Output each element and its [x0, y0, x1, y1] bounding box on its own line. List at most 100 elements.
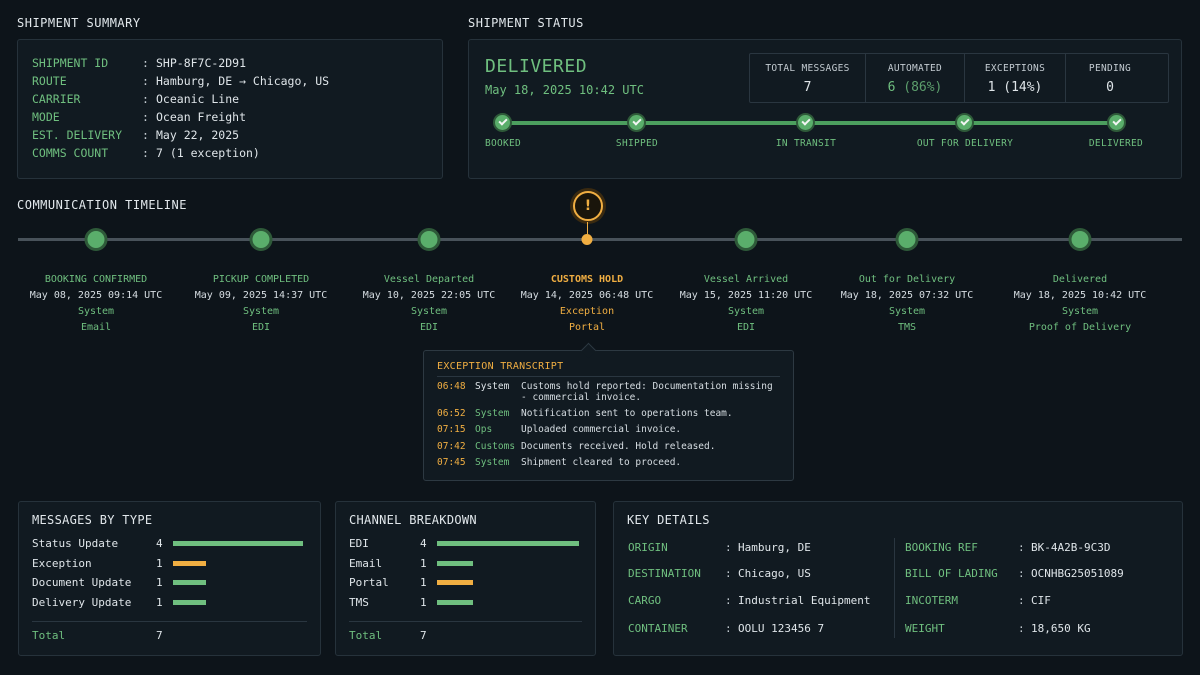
bar-row: Delivery Update 1 [32, 596, 312, 610]
stat-value: 0 [1106, 80, 1114, 95]
event-channel: EDI [419, 322, 439, 333]
bar-label: Document Update [32, 576, 132, 589]
message-stats: TOTAL MESSAGES 7 AUTOMATED 6 (86%) EXCEP… [749, 53, 1169, 103]
entry-message: Uploaded commercial invoice. [521, 424, 682, 435]
shipment-summary-panel: SHIPMENT ID : SHP-8F7C-2D91 ROUTE : Hamb… [17, 39, 443, 179]
detail-key: CARGO [628, 594, 662, 607]
detail-key: CONTAINER [628, 622, 688, 635]
timeline-node-booking[interactable] [84, 228, 108, 251]
bar-count: 1 [420, 595, 427, 609]
bar-count: 1 [156, 556, 163, 570]
detail-key: DESTINATION [628, 567, 701, 580]
bar-row: EDI 4 [349, 537, 629, 551]
event-time: May 15, 2025 11:20 UTC [679, 290, 813, 301]
timeline-node-departed[interactable] [417, 228, 441, 251]
timeline-node-out-for-delivery[interactable] [895, 228, 919, 251]
detail-value: CIF [1031, 594, 1051, 607]
stat-total-messages: TOTAL MESSAGES 7 [750, 54, 865, 102]
messages-by-type-panel: MESSAGES BY TYPE Status Update 4 Exception… [18, 501, 321, 656]
warning-connector [587, 222, 588, 234]
bar-fill [173, 599, 206, 605]
event-time: May 09, 2025 14:37 UTC [194, 290, 328, 301]
stat-label: EXCEPTIONS [984, 63, 1046, 74]
bar-label: Exception [32, 556, 92, 570]
shipment-summary-title: SHIPMENT SUMMARY [17, 16, 141, 30]
event-title: Vessel Arrived [703, 274, 789, 285]
key-details-title: KEY DETAILS [627, 513, 710, 527]
event-source: System [242, 306, 280, 317]
stat-label: TOTAL MESSAGES [765, 63, 850, 74]
detail-value: OCNHBG25051089 [1031, 567, 1124, 580]
channel-breakdown-title: CHANNEL BREAKDOWN [349, 513, 477, 527]
key-details-divider [894, 538, 895, 638]
detail-separator: : [1018, 594, 1025, 607]
bar-fill [173, 560, 206, 566]
communication-timeline-title: COMMUNICATION TIMELINE [17, 198, 187, 212]
detail-key: BOOKING REF [905, 541, 978, 554]
est-delivery-value: May 22, 2025 [156, 128, 240, 142]
timeline-node-delivered[interactable] [1068, 228, 1092, 251]
stat-value: 6 (86%) [866, 80, 964, 95]
comms-count-value: 7 (1 exception) [156, 146, 260, 160]
detail-value: Industrial Equipment [738, 594, 871, 607]
total-divider [349, 621, 582, 622]
stat-label: AUTOMATED [887, 63, 943, 74]
detail-value: Hamburg, DE [738, 541, 811, 554]
summary-separator: : [142, 110, 149, 124]
bar-count: 1 [420, 556, 427, 570]
total-label: Total [349, 629, 383, 642]
timeline-node-pickup[interactable] [249, 228, 273, 251]
stat-divider [1065, 54, 1066, 102]
bar-label: Email [349, 556, 383, 570]
stage-label-shipped: SHIPPED [615, 138, 659, 149]
stat-divider [964, 54, 965, 102]
total-divider [32, 621, 307, 622]
automated-count: 6 [887, 80, 896, 95]
event-time: May 18, 2025 07:32 UTC [840, 290, 974, 301]
timeline-event: PICKUP COMPLETED May 09, 2025 14:37 UTC … [176, 272, 346, 336]
event-source: System [77, 306, 115, 317]
summary-separator: : [142, 74, 149, 88]
stat-label: PENDING [1088, 63, 1132, 74]
entry-source: System [475, 381, 510, 392]
event-source: System [888, 306, 926, 317]
detail-key: WEIGHT [905, 622, 945, 635]
event-title: BOOKING CONFIRMED [44, 274, 148, 285]
bar-label: Delivery Update [32, 595, 132, 609]
detail-separator: : [1018, 622, 1025, 635]
entry-message: Customs hold reported: Documentation mis… [521, 381, 773, 403]
event-channel: Email [80, 322, 112, 333]
event-time: May 18, 2025 10:42 UTC [1013, 290, 1147, 301]
stage-in-transit-check-icon [796, 113, 815, 132]
detail-value: Chicago, US [738, 567, 811, 580]
event-title: Vessel Departed [383, 274, 475, 285]
timeline-track [18, 238, 1182, 241]
event-source: Exception [559, 306, 615, 317]
stat-automated: AUTOMATED 6 (86%) [866, 54, 964, 102]
detail-value: 18,650 KG [1031, 622, 1091, 635]
detail-value: OOLU 123456 7 [738, 622, 825, 635]
mode-value: Ocean Freight [156, 110, 247, 124]
event-source: System [410, 306, 448, 317]
bar-fill [437, 541, 579, 546]
detail-key: BILL OF LADING [905, 567, 998, 580]
summary-key: MODE [32, 110, 60, 124]
summary-separator: : [142, 146, 149, 160]
event-channel: EDI [251, 322, 271, 333]
warning-icon[interactable]: ! [573, 191, 603, 221]
total-value: 7 [420, 629, 427, 642]
summary-key: EST. DELIVERY [32, 128, 123, 142]
event-channel: EDI [736, 322, 756, 333]
summary-key: SHIPMENT ID [32, 56, 109, 70]
exception-transcript: EXCEPTION TRANSCRIPT 06:48 System Custom… [423, 350, 794, 481]
timeline-node-arrived[interactable] [734, 228, 758, 251]
entry-message: Notification sent to operations team. [521, 408, 733, 419]
timeline-node-customs-hold[interactable] [581, 234, 593, 245]
shipment-status-panel: DELIVERED May 18, 2025 10:42 UTC TOTAL M… [468, 39, 1182, 179]
summary-separator: : [142, 56, 149, 70]
bar-row: Exception 1 [32, 557, 312, 571]
stat-value: 1 (14%) [987, 80, 1043, 95]
stage-out-for-delivery-check-icon [955, 113, 974, 132]
bar-row: Document Update 1 [32, 576, 312, 590]
stage-label-in-transit: IN TRANSIT [775, 138, 837, 149]
